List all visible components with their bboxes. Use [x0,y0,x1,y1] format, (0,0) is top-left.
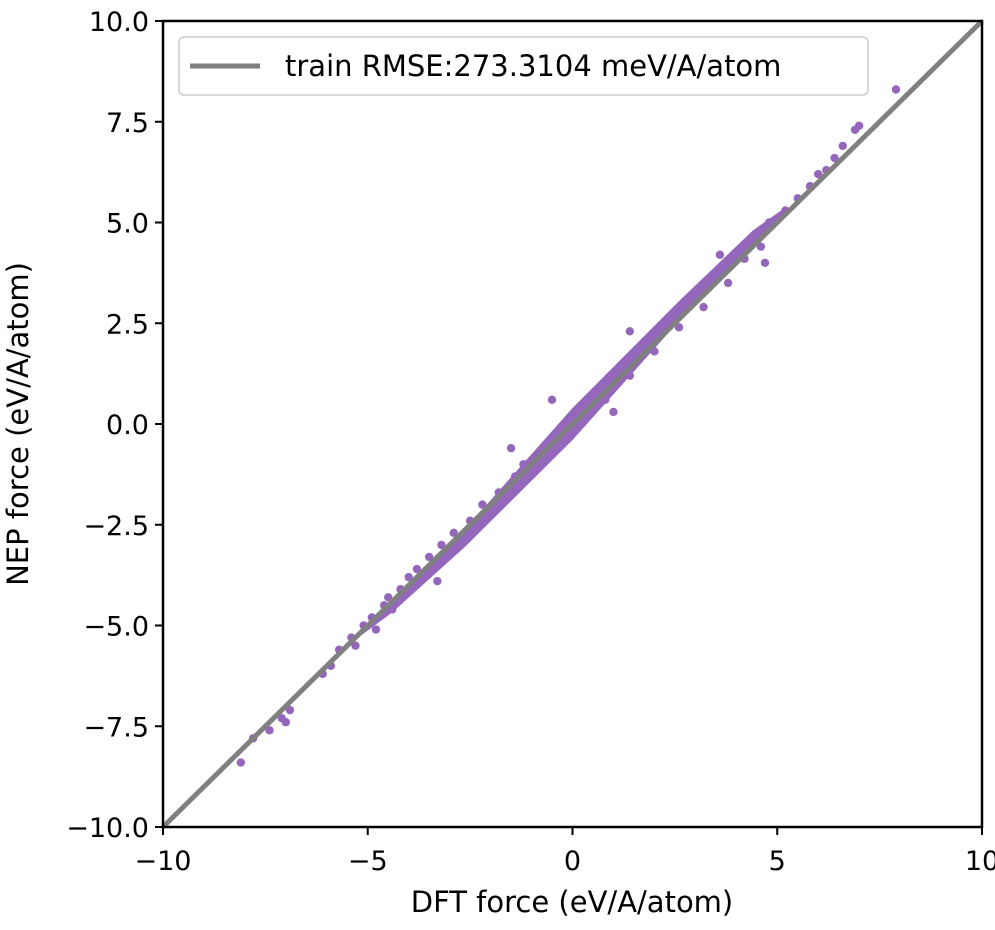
scatter-point [388,605,397,614]
x-tick-label: 5 [769,846,786,877]
scatter-point [502,492,512,501]
y-tick-label: 7.5 [106,108,149,139]
x-tick-label: 10 [965,846,995,877]
scatter-point [433,576,442,586]
scatter-point [625,327,635,336]
x-tick-label: −5 [348,846,388,877]
scatter-point [633,347,643,356]
scatter-point [404,572,413,582]
scatter-point [715,250,725,259]
scatter-point [625,371,635,380]
y-tick-label: −7.5 [83,712,149,743]
scatter-point [412,564,422,574]
scatter-point [732,250,741,259]
x-tick-label: −10 [135,846,192,877]
scatter-point [551,443,561,453]
scatter-point [470,524,479,533]
scatter-points [236,85,901,767]
scatter-point [830,153,839,163]
scatter-point [723,278,733,288]
scatter-point [764,218,774,227]
scatter-point [674,323,684,332]
y-tick-label: −10.0 [66,813,149,844]
scatter-point [449,528,458,538]
scatter-point [478,500,487,509]
y-axis-title: NEP force (eV/A/atom) [1,262,35,586]
legend-box [178,36,869,96]
scatter-point [576,419,585,429]
scatter-point [699,302,708,312]
scatter-point [384,593,393,602]
scatter-point [285,705,295,715]
scatter-point [814,169,823,179]
scatter-point [519,460,528,469]
x-axis-ticks: −10 −5 0 5 10 [135,827,995,877]
legend: train RMSE:273.3104 meV/A/atom [178,36,869,96]
scatter-point [506,443,516,453]
scatter-point [682,298,692,308]
scatter-point [527,468,536,477]
scatter-point [437,540,446,550]
scatter-point [351,641,360,650]
y-tick-label: −2.5 [83,511,149,542]
scatter-point [236,758,246,767]
scatter-point [760,258,770,267]
reference-line-group [161,19,984,829]
reference-line [161,19,984,829]
scatter-point [658,323,667,332]
y-tick-label: 5.0 [106,209,149,240]
scatter-point [756,242,766,251]
x-axis-title: DFT force (eV/A/atom) [411,885,734,919]
scatter-point [854,121,864,130]
scatter-point [601,395,610,405]
scatter-point [371,625,381,634]
scatter-point [281,718,291,727]
y-axis-ticks: −10.0 −7.5 −5.0 −2.5 0.0 2.5 5.0 7.5 10.0 [66,7,163,844]
scatter-point [838,141,847,151]
scatter-point [265,726,274,735]
y-tick-label: −5.0 [83,612,149,643]
scatter-point [609,407,618,417]
scatter-point [650,347,659,356]
y-tick-label: 0.0 [106,410,149,441]
scatter-point [707,274,716,284]
scatter-point [547,395,557,405]
y-tick-label: 10.0 [89,7,149,38]
scatter-point [748,234,757,243]
y-tick-label: 2.5 [106,309,149,340]
scatter-point [424,552,434,562]
legend-label: train RMSE:273.3104 meV/A/atom [285,49,781,83]
x-tick-label: 0 [564,846,581,877]
scatter-point [429,564,438,574]
scatter-point [891,85,901,94]
